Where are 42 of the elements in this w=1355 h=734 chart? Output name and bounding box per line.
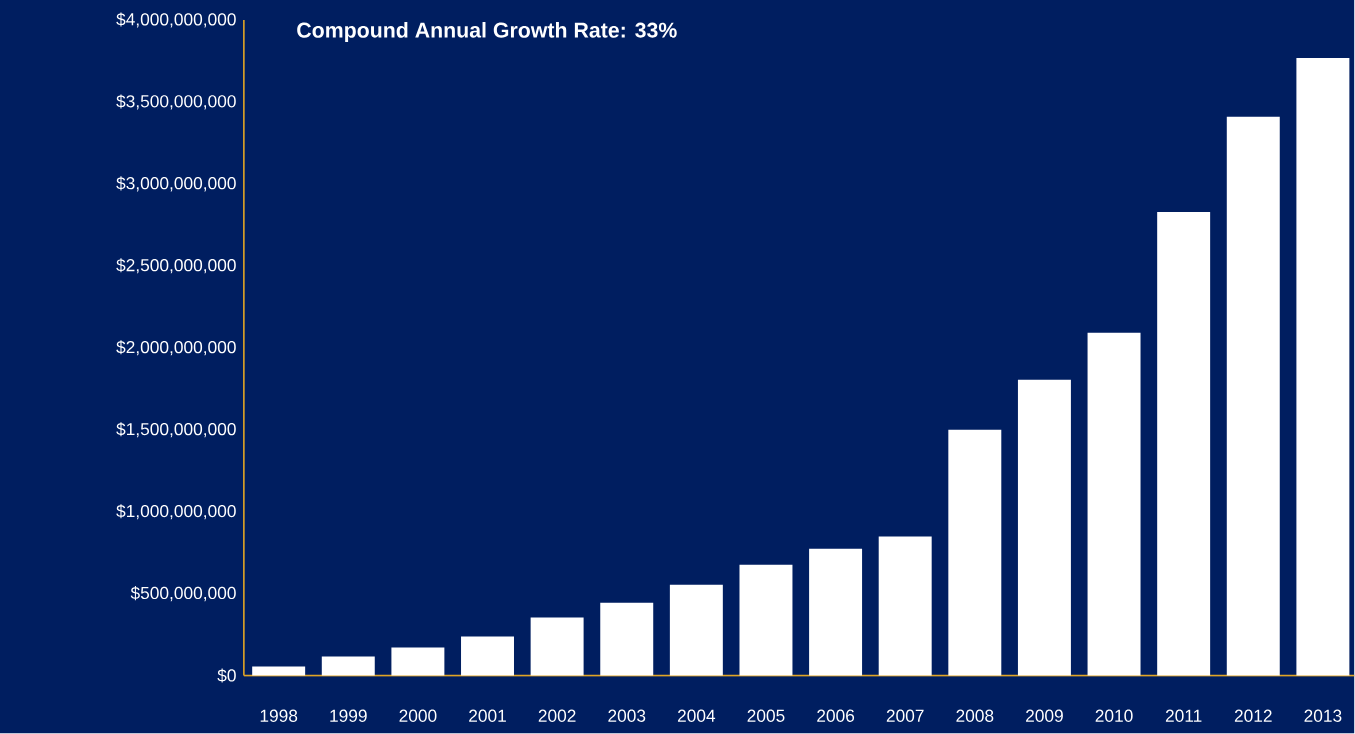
y-tick-label: $3,500,000,000: [116, 94, 236, 110]
y-tick-label: $500,000,000: [130, 586, 236, 602]
bar: [530, 617, 584, 676]
bar: [1226, 117, 1280, 676]
bar: [600, 602, 654, 676]
bar: [252, 666, 306, 676]
chart-title: Compound Annual Growth Rate: 33%: [297, 22, 677, 43]
bar: [1296, 58, 1350, 676]
y-tick-label: $0: [217, 668, 236, 683]
bar: [461, 636, 514, 676]
x-tick-label: 2003: [608, 709, 646, 723]
y-tick-label: $2,000,000,000: [116, 340, 236, 356]
bar: [948, 429, 1002, 676]
x-tick-label: 1998: [260, 709, 298, 723]
x-tick-label: 2001: [469, 709, 506, 723]
bar: [739, 564, 793, 676]
x-tick-label: 2008: [956, 709, 994, 723]
x-tick-label: 2000: [399, 709, 437, 723]
y-tick-label: $2,500,000,000: [116, 258, 236, 274]
x-tick-label: 2011: [1165, 709, 1202, 723]
x-tick-label: 2010: [1095, 709, 1133, 723]
bar: [809, 548, 863, 676]
bar: [1157, 212, 1211, 676]
y-tick-label: $1,000,000,000: [116, 504, 236, 520]
x-tick-label: 2013: [1304, 709, 1342, 723]
bar: [321, 656, 375, 676]
x-tick-label: 2007: [886, 709, 924, 723]
x-tick-label: 2005: [747, 709, 785, 723]
x-tick-label: 2012: [1234, 709, 1272, 723]
x-tick-label: 2002: [538, 709, 576, 723]
x-tick-label: 1999: [330, 709, 367, 723]
bar: [878, 536, 932, 676]
bar: [1017, 379, 1071, 676]
bar: [1087, 333, 1141, 676]
y-tick-label: $3,000,000,000: [116, 176, 236, 192]
x-tick-label: 2006: [817, 709, 855, 723]
bar: [391, 647, 445, 676]
x-tick-label: 2004: [677, 709, 716, 723]
y-tick-label: $4,000,000,000: [116, 12, 236, 28]
x-tick-label: 2009: [1026, 709, 1063, 723]
bar: [669, 584, 723, 676]
y-tick-label: $1,500,000,000: [116, 422, 236, 438]
